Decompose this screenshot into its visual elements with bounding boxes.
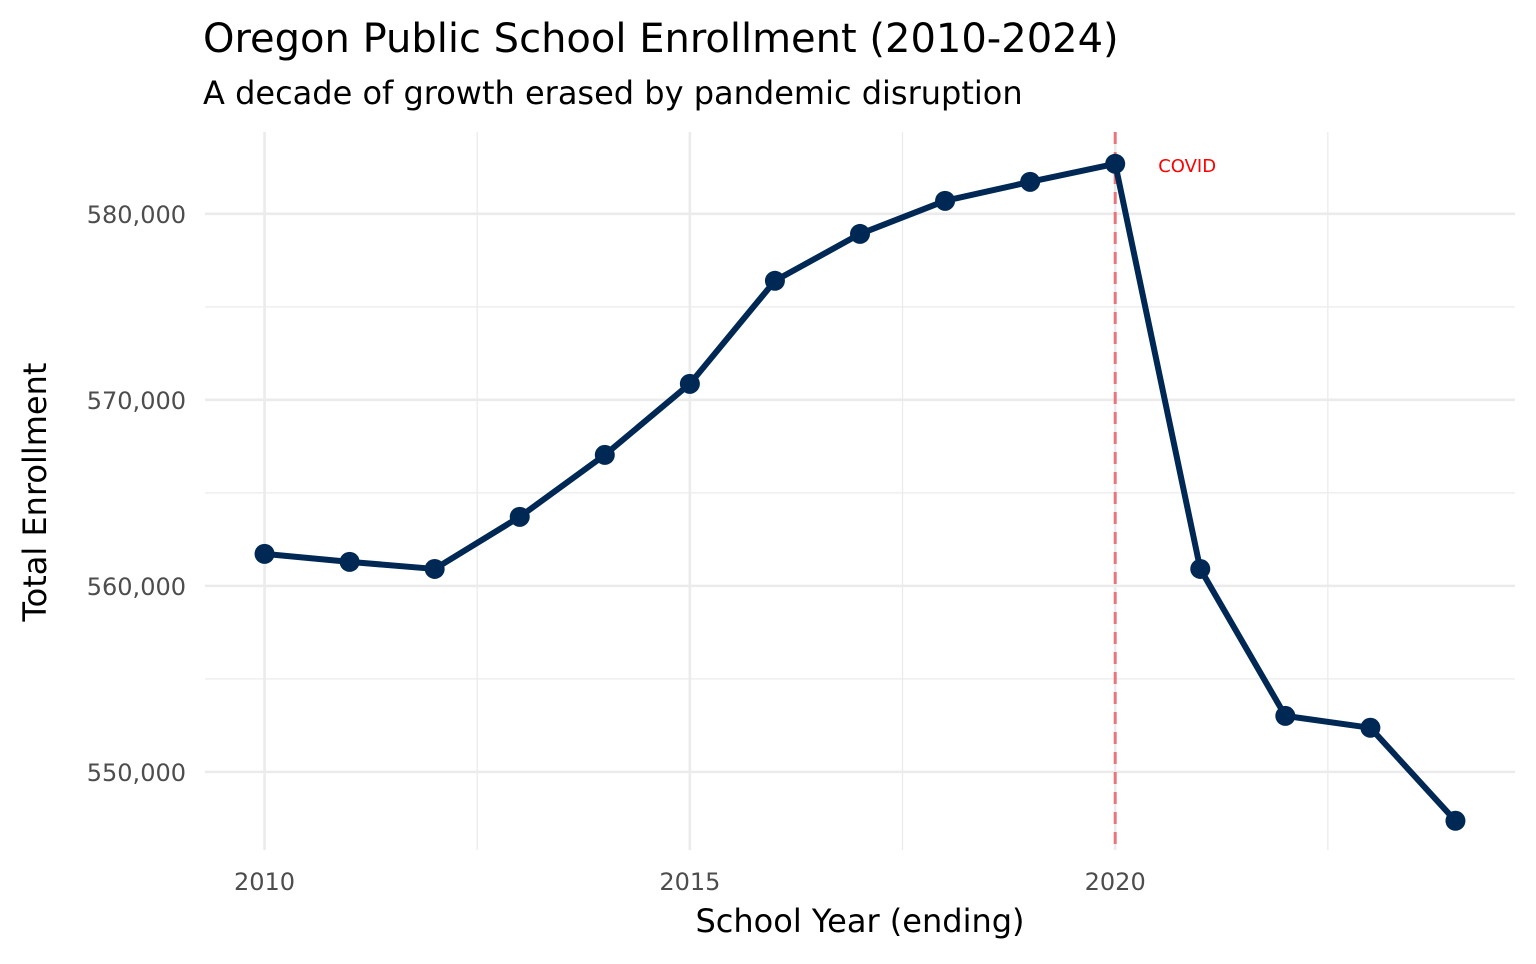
data-point: [1190, 558, 1211, 579]
data-point: [509, 506, 530, 527]
covid-label: COVID: [1158, 156, 1216, 177]
data-point: [254, 543, 275, 564]
y-axis-label: Total Enrollment: [16, 363, 54, 623]
y-tick-label: 560,000: [87, 573, 186, 601]
y-tick-label: 550,000: [87, 759, 186, 787]
data-point: [1445, 810, 1466, 831]
data-point: [1105, 153, 1126, 174]
y-axis: 550,000 560,000 570,000 580,000: [87, 201, 186, 787]
y-tick-label: 580,000: [87, 201, 186, 229]
data-point: [679, 373, 700, 394]
x-tick-label: 2020: [1085, 868, 1146, 896]
x-tick-label: 2015: [659, 868, 720, 896]
chart-title: Oregon Public School Enrollment (2010-20…: [203, 16, 1119, 62]
data-point: [850, 223, 870, 244]
data-point: [594, 444, 615, 465]
grid: [205, 132, 1515, 850]
data-point: [935, 190, 956, 211]
data-point: [1020, 171, 1041, 192]
data-point: [424, 558, 445, 579]
data-point: [1275, 705, 1296, 726]
data-point: [339, 551, 360, 572]
x-axis: 2010 2015 2020: [234, 868, 1146, 896]
x-axis-label: School Year (ending): [695, 902, 1024, 940]
data-point: [1360, 717, 1381, 738]
covid-annotation: COVID: [1113, 132, 1216, 850]
chart-subtitle: A decade of growth erased by pandemic di…: [203, 74, 1023, 112]
y-tick-label: 570,000: [87, 387, 186, 415]
data-point: [764, 270, 785, 291]
enrollment-series: [254, 153, 1466, 831]
x-tick-label: 2010: [234, 868, 295, 896]
